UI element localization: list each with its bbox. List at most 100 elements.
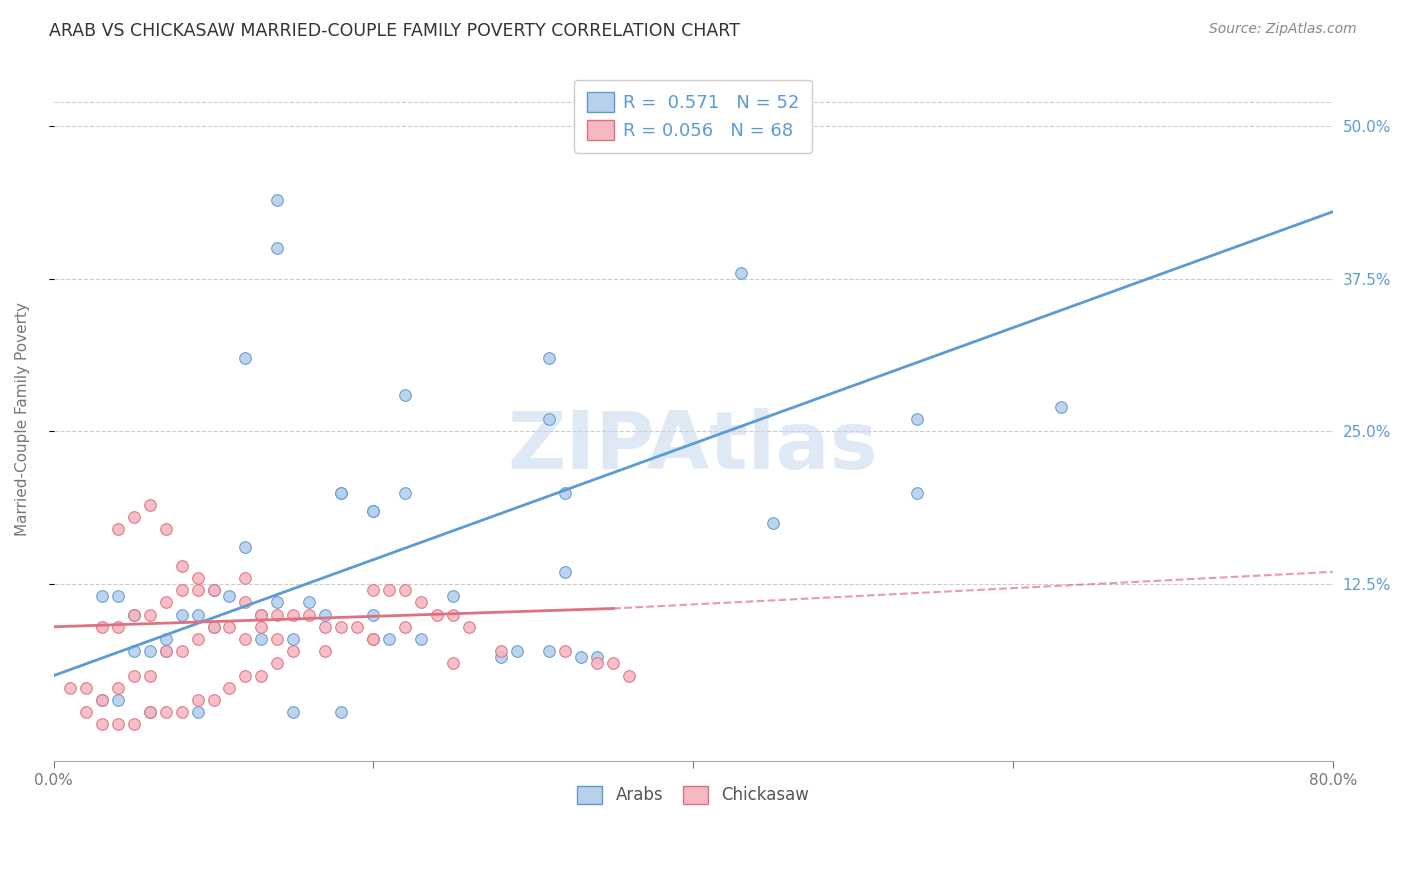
Point: [394, 485, 416, 500]
Point: [170, 558, 193, 573]
Point: [155, 644, 177, 658]
Text: Source: ZipAtlas.com: Source: ZipAtlas.com: [1209, 22, 1357, 37]
Point: [155, 644, 177, 658]
Point: [411, 632, 433, 646]
Point: [122, 644, 145, 658]
Point: [266, 632, 288, 646]
Point: [155, 705, 177, 719]
Point: [218, 681, 240, 695]
Point: [250, 620, 273, 634]
Point: [441, 607, 464, 622]
Point: [122, 668, 145, 682]
Point: [266, 241, 288, 255]
Point: [283, 644, 305, 658]
Point: [730, 266, 752, 280]
Point: [218, 589, 240, 603]
Point: [202, 620, 225, 634]
Point: [602, 657, 624, 671]
Point: [138, 705, 160, 719]
Point: [266, 657, 288, 671]
Point: [283, 632, 305, 646]
Point: [283, 705, 305, 719]
Point: [90, 693, 112, 707]
Point: [202, 583, 225, 598]
Point: [138, 498, 160, 512]
Point: [186, 571, 208, 585]
Point: [202, 693, 225, 707]
Point: [235, 571, 257, 585]
Point: [441, 589, 464, 603]
Point: [250, 632, 273, 646]
Point: [122, 607, 145, 622]
Point: [235, 541, 257, 555]
Point: [619, 668, 641, 682]
Point: [491, 644, 513, 658]
Point: [426, 607, 449, 622]
Point: [122, 510, 145, 524]
Point: [330, 485, 353, 500]
Point: [554, 644, 576, 658]
Point: [1050, 400, 1073, 414]
Point: [363, 583, 385, 598]
Point: [330, 705, 353, 719]
Text: ZIPAtlas: ZIPAtlas: [508, 408, 879, 485]
Point: [330, 620, 353, 634]
Point: [186, 607, 208, 622]
Point: [441, 657, 464, 671]
Point: [266, 595, 288, 609]
Point: [330, 485, 353, 500]
Point: [122, 607, 145, 622]
Text: ARAB VS CHICKASAW MARRIED-COUPLE FAMILY POVERTY CORRELATION CHART: ARAB VS CHICKASAW MARRIED-COUPLE FAMILY …: [49, 22, 740, 40]
Point: [235, 668, 257, 682]
Point: [554, 485, 576, 500]
Point: [235, 595, 257, 609]
Point: [314, 607, 336, 622]
Point: [90, 589, 112, 603]
Point: [363, 504, 385, 518]
Point: [586, 650, 609, 665]
Point: [138, 705, 160, 719]
Point: [107, 717, 129, 731]
Point: [538, 351, 561, 366]
Point: [90, 693, 112, 707]
Point: [538, 412, 561, 426]
Point: [90, 717, 112, 731]
Point: [569, 650, 592, 665]
Point: [266, 607, 288, 622]
Point: [905, 412, 928, 426]
Point: [266, 193, 288, 207]
Point: [394, 583, 416, 598]
Point: [155, 595, 177, 609]
Point: [250, 607, 273, 622]
Point: [107, 522, 129, 536]
Point: [107, 589, 129, 603]
Point: [138, 668, 160, 682]
Point: [363, 504, 385, 518]
Legend: Arabs, Chickasaw: Arabs, Chickasaw: [567, 776, 820, 814]
Point: [905, 485, 928, 500]
Point: [186, 705, 208, 719]
Point: [298, 595, 321, 609]
Point: [314, 644, 336, 658]
Point: [218, 620, 240, 634]
Point: [378, 632, 401, 646]
Y-axis label: Married-Couple Family Poverty: Married-Couple Family Poverty: [15, 302, 30, 536]
Point: [202, 583, 225, 598]
Point: [458, 620, 481, 634]
Point: [170, 705, 193, 719]
Point: [250, 607, 273, 622]
Point: [186, 693, 208, 707]
Point: [107, 681, 129, 695]
Point: [202, 620, 225, 634]
Point: [363, 632, 385, 646]
Point: [314, 620, 336, 634]
Point: [363, 607, 385, 622]
Point: [107, 693, 129, 707]
Point: [506, 644, 529, 658]
Point: [186, 632, 208, 646]
Point: [283, 607, 305, 622]
Point: [186, 583, 208, 598]
Point: [155, 632, 177, 646]
Point: [170, 644, 193, 658]
Point: [554, 565, 576, 579]
